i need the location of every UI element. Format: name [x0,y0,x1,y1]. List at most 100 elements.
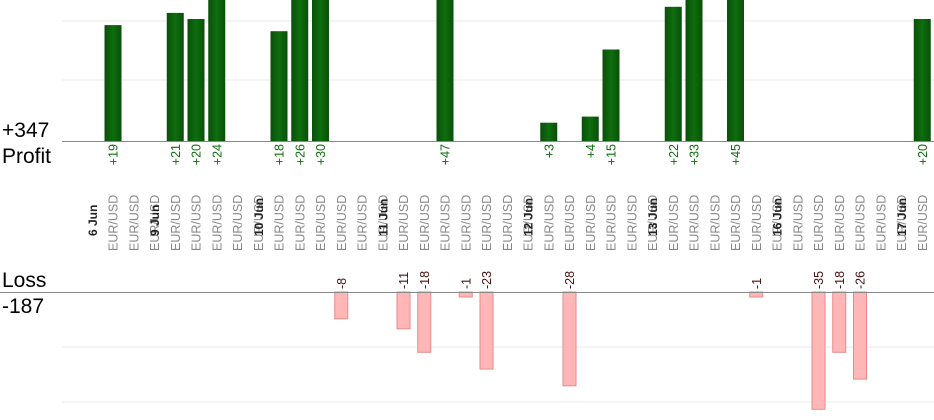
profit-value-label: +15 [605,144,619,165]
profit-bar [913,19,931,141]
day-label: 12 Jun [522,198,536,236]
day-label: 16 Jun [771,198,785,236]
pair-label: EUR/USD [314,195,328,251]
profit-value-label: +4 [584,144,598,158]
pair-label: EUR/USD [459,195,473,251]
pair-label: EUR/USD [397,195,411,251]
pair-label: EUR/USD [895,195,909,251]
pair-label: EUR/USD [127,195,141,251]
pair-label: EUR/USD [584,195,598,251]
pair-label: EUR/USD [812,195,826,251]
profit-bar [685,0,703,142]
pair-label: EUR/USD [148,195,162,251]
loss-bar [479,291,494,370]
pair-label: EUR/USD [542,195,556,251]
profit-value-label: +19 [107,144,121,165]
pair-label: EUR/USD [273,195,287,251]
pair-label: EUR/USD [335,195,349,251]
profit-value-label: +47 [439,144,453,165]
profit-bar [270,31,288,142]
loss-value-label: -18 [833,271,847,289]
pair-label: EUR/USD [729,195,743,251]
pair-label: EUR/USD [791,195,805,251]
profit-value-label: +18 [273,144,287,165]
profit-bar [540,122,558,141]
loss-value-label: -11 [397,272,411,289]
pair-label: EUR/USD [107,195,121,251]
pair-label: EUR/USD [169,195,183,251]
profit-value-label: +3 [542,144,556,158]
profit-value-label: +21 [169,144,183,165]
pair-label: EUR/USD [854,195,868,251]
day-label: 10 Jun [252,198,266,236]
pair-label: EUR/USD [646,195,660,251]
profit-bar [166,12,184,142]
profit-value-label: +22 [667,144,681,165]
pair-label: EUR/USD [688,195,702,251]
profit-bar [208,0,226,141]
pair-label: EUR/USD [439,195,453,251]
profit-value-label: +20 [190,144,204,165]
profit-total: +347 [2,119,49,142]
pair-label: EUR/USD [522,195,536,251]
pair-label: EUR/USD [708,195,722,251]
pair-label: EUR/USD [833,195,847,251]
pair-label: EUR/USD [190,195,204,251]
pair-label: EUR/USD [210,195,224,251]
profit-value-label: +45 [729,144,743,165]
loss-value-label: -23 [480,271,494,289]
loss-value-label: -35 [812,271,826,289]
loss-bar [811,291,826,410]
profit-value-label: +20 [916,144,930,165]
day-label: 9 Jun [148,205,162,236]
grid-lines [62,20,934,403]
profit-bar [312,0,329,141]
value-labels: +19 +21 +20 +24 +18 +26 +30 -8 -11 -18 +47 -1 -23 +3 -… [107,144,930,289]
loss-value-label: -1 [459,278,473,289]
loss-bar [417,291,432,353]
loss-bar [396,291,411,330]
pair-label: EUR/USD [563,195,577,251]
pair-label: EUR/USD [771,195,785,251]
pair-label: EUR/USD [501,195,515,251]
pair-label: EUR/USD [252,195,266,251]
profit-bar [664,6,682,141]
pair-label: EUR/USD [480,195,494,251]
pair-label: EUR/USD [750,195,764,251]
profit-bar [104,25,122,142]
pair-label: EUR/USD [625,195,639,251]
profit-value-label: +33 [688,144,702,165]
profit-bar [291,0,309,142]
profit-bar [436,0,454,142]
pair-label: EUR/USD [376,195,390,251]
profit-bar [727,0,744,141]
day-label: 11 Jun [376,199,390,236]
day-label: 13 Jun [646,198,660,236]
day-label: 17 Jun [895,198,909,236]
profit-bar [581,116,599,141]
loss-label: Loss [2,269,46,292]
loss-value-label: -18 [418,271,432,289]
loss-value-label: -28 [563,271,577,289]
loss-value-label: -1 [750,278,764,289]
loss-value-label: -8 [335,278,349,289]
day-label: 6 Jun [86,205,100,236]
pair-label: EUR/USD [667,195,681,251]
profit-value-label: +26 [293,144,307,165]
loss-total: -187 [2,295,44,318]
pair-label: EUR/USD [916,195,930,251]
profit-label: Profit [2,145,51,168]
pair-label: EUR/USD [874,195,888,251]
pair-label: EUR/USD [605,195,619,251]
trade-bars [104,0,931,410]
profit-value-label: +30 [314,144,328,165]
pair-label: EUR/USD [356,195,370,251]
category-labels: EUR/USD EUR/USD EUR/USD EUR/USD EUR/USD EUR/U… [107,195,930,251]
baselines [0,141,934,293]
loss-value-label: -26 [854,271,868,289]
profit-bar [187,19,205,141]
loss-bar [562,291,577,387]
pair-label: EUR/USD [293,195,307,251]
profit-bar [602,49,620,141]
